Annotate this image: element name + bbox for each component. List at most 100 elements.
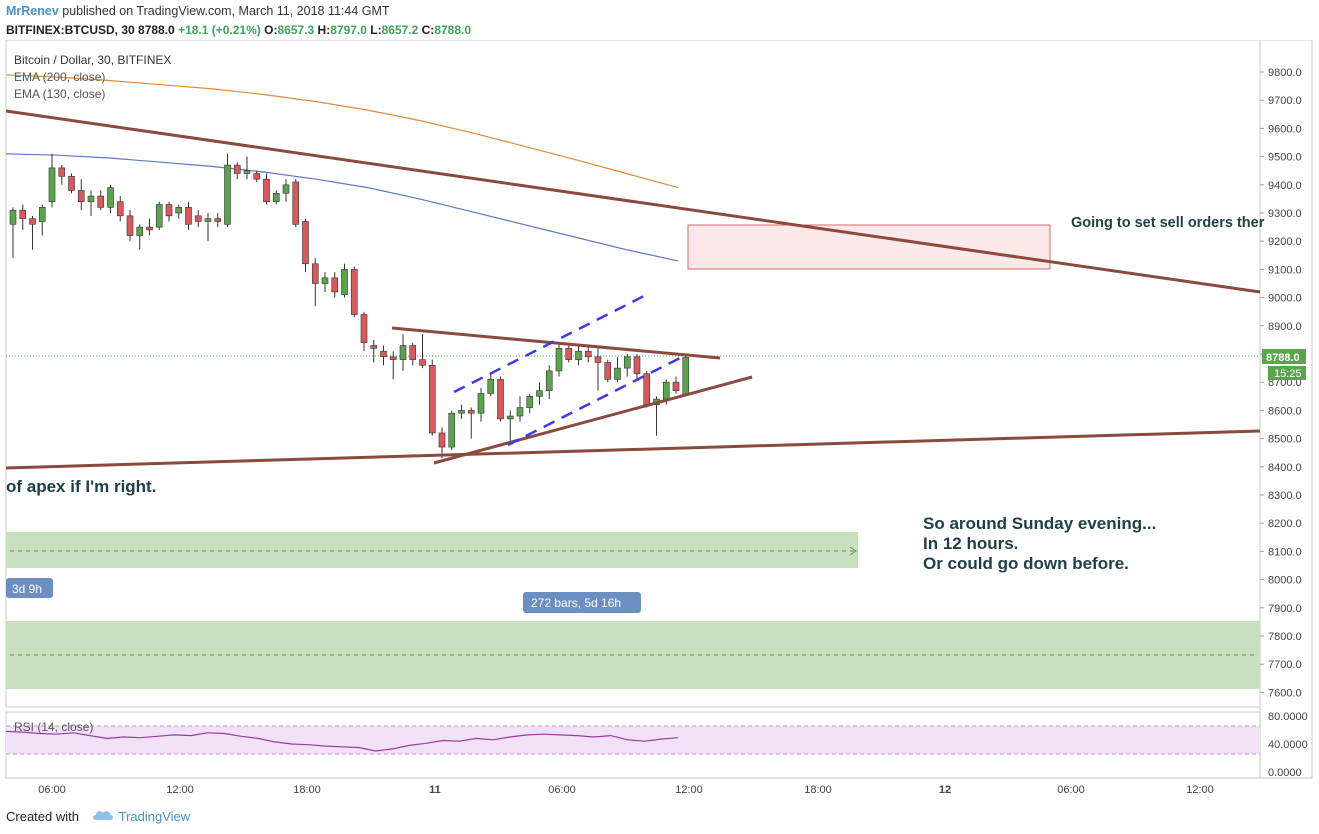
publish-bar: MrRenev published on TradingView.com, Ma… (0, 0, 1319, 22)
candle (233, 162, 241, 180)
candle-body (175, 207, 183, 214)
long-support-line[interactable] (5, 429, 1261, 470)
low-value: 8657.2 (381, 23, 419, 37)
candle (224, 153, 231, 228)
candle (526, 393, 534, 414)
candle (565, 345, 573, 363)
candle (194, 210, 202, 228)
apex-note[interactable]: of apex if I'm right. (6, 477, 156, 496)
candle (341, 263, 348, 298)
price-scale-frame (1259, 39, 1313, 779)
sunday-note-line1[interactable]: So around Sunday evening... (923, 514, 1156, 533)
candle (419, 334, 426, 369)
channel-lower-line[interactable] (507, 355, 683, 447)
candle (155, 201, 163, 230)
candle-body (350, 269, 358, 315)
candle (9, 207, 17, 259)
triangle-lower-line[interactable] (433, 375, 753, 465)
open-label: O: (264, 23, 278, 37)
candle-body (536, 390, 543, 397)
candle-body (165, 204, 173, 217)
close-value: 8788.0 (434, 23, 472, 37)
triangle-upper-line[interactable] (391, 326, 721, 360)
candle-body (243, 170, 251, 174)
candle-body (448, 412, 456, 448)
low-label: L: (370, 23, 382, 37)
candle (214, 213, 222, 228)
price-tick-label: 7800.0 (1268, 631, 1302, 643)
price-tick-label: 8900.0 (1268, 321, 1302, 333)
time-tick-label: 18:00 (293, 784, 321, 796)
symbol-name[interactable]: BITFINEX:BTCUSD, 30 (6, 23, 135, 37)
candle-body (126, 215, 134, 236)
candle-body (253, 173, 261, 180)
candle-body (77, 190, 85, 203)
candle-body (282, 184, 290, 194)
price-tick-label: 8600.0 (1268, 405, 1302, 417)
candle (584, 345, 592, 363)
candle-body (321, 277, 329, 284)
high-value: 8797.0 (330, 23, 367, 37)
sunday-note-line2[interactable]: In 12 hours. (923, 534, 1018, 553)
candle-body (545, 370, 553, 391)
sell-note[interactable]: Going to set sell orders ther (1071, 215, 1265, 231)
price-tick-label: 9800.0 (1268, 67, 1302, 79)
candle (97, 190, 105, 211)
candle (204, 213, 212, 242)
candle-body (370, 345, 378, 349)
candle (165, 201, 173, 222)
candle-body (380, 350, 387, 358)
long-downtrend-line[interactable] (5, 109, 1261, 294)
green-zone-upper[interactable] (6, 532, 858, 568)
candle-body (58, 167, 66, 177)
candle-body (409, 345, 417, 360)
price-chart-svg[interactable]: Bitcoin / Dollar, 30, BITFINEX EMA (200,… (0, 39, 1319, 808)
sell-zone-box[interactable] (687, 224, 1051, 270)
author-link[interactable]: MrRenev (6, 4, 59, 18)
candle (487, 373, 495, 397)
chart-area[interactable]: Bitcoin / Dollar, 30, BITFINEX EMA (200,… (0, 39, 1319, 808)
rsi-line (5, 730, 679, 752)
legend-title: Bitcoin / Dollar, 30, BITFINEX (14, 53, 171, 67)
candle (682, 354, 690, 395)
rsi-tick-label: 0.0000 (1268, 767, 1302, 779)
candle (185, 201, 192, 230)
candle (107, 184, 114, 213)
badge-bars[interactable] (523, 592, 641, 613)
price-tick-label: 9200.0 (1268, 236, 1302, 248)
candle-body (643, 373, 651, 406)
candle-body (487, 379, 495, 394)
candle-body (584, 350, 592, 358)
time-tick-label: 06:00 (548, 784, 576, 796)
tradingview-brand[interactable]: TradingView (118, 809, 191, 824)
candle (409, 342, 417, 366)
channel-upper-line[interactable] (453, 292, 649, 394)
badge-3d[interactable] (6, 578, 53, 598)
candle (399, 334, 407, 371)
candle (438, 427, 446, 459)
tradingview-cloud-icon[interactable] (91, 805, 115, 831)
time-tick-label: 06:00 (1057, 784, 1085, 796)
candle (350, 266, 358, 318)
candle (126, 210, 134, 242)
candle-body (506, 415, 514, 420)
candle-body (87, 195, 95, 203)
zone-arrow-icon (849, 546, 857, 556)
candle-body (458, 410, 465, 414)
countdown-label: 15:25 (1274, 368, 1302, 380)
rsi-tick-label: 80.0000 (1268, 711, 1308, 723)
candle (311, 258, 319, 307)
rsi-tick-label: 40.0000 (1268, 739, 1308, 751)
candle-body (272, 192, 280, 203)
candle (272, 190, 280, 205)
candle (321, 272, 329, 292)
publish-text: published on TradingView.com, March 11, … (58, 4, 390, 18)
sunday-note-line3[interactable]: Or could go down before. (923, 554, 1129, 573)
candle-body (399, 345, 407, 360)
price-tick-label: 8400.0 (1268, 462, 1302, 474)
candle-body (516, 407, 524, 417)
candle (58, 165, 66, 185)
price-tick-label: 9000.0 (1268, 293, 1302, 305)
close-label: C: (421, 23, 435, 37)
candle (497, 376, 504, 422)
